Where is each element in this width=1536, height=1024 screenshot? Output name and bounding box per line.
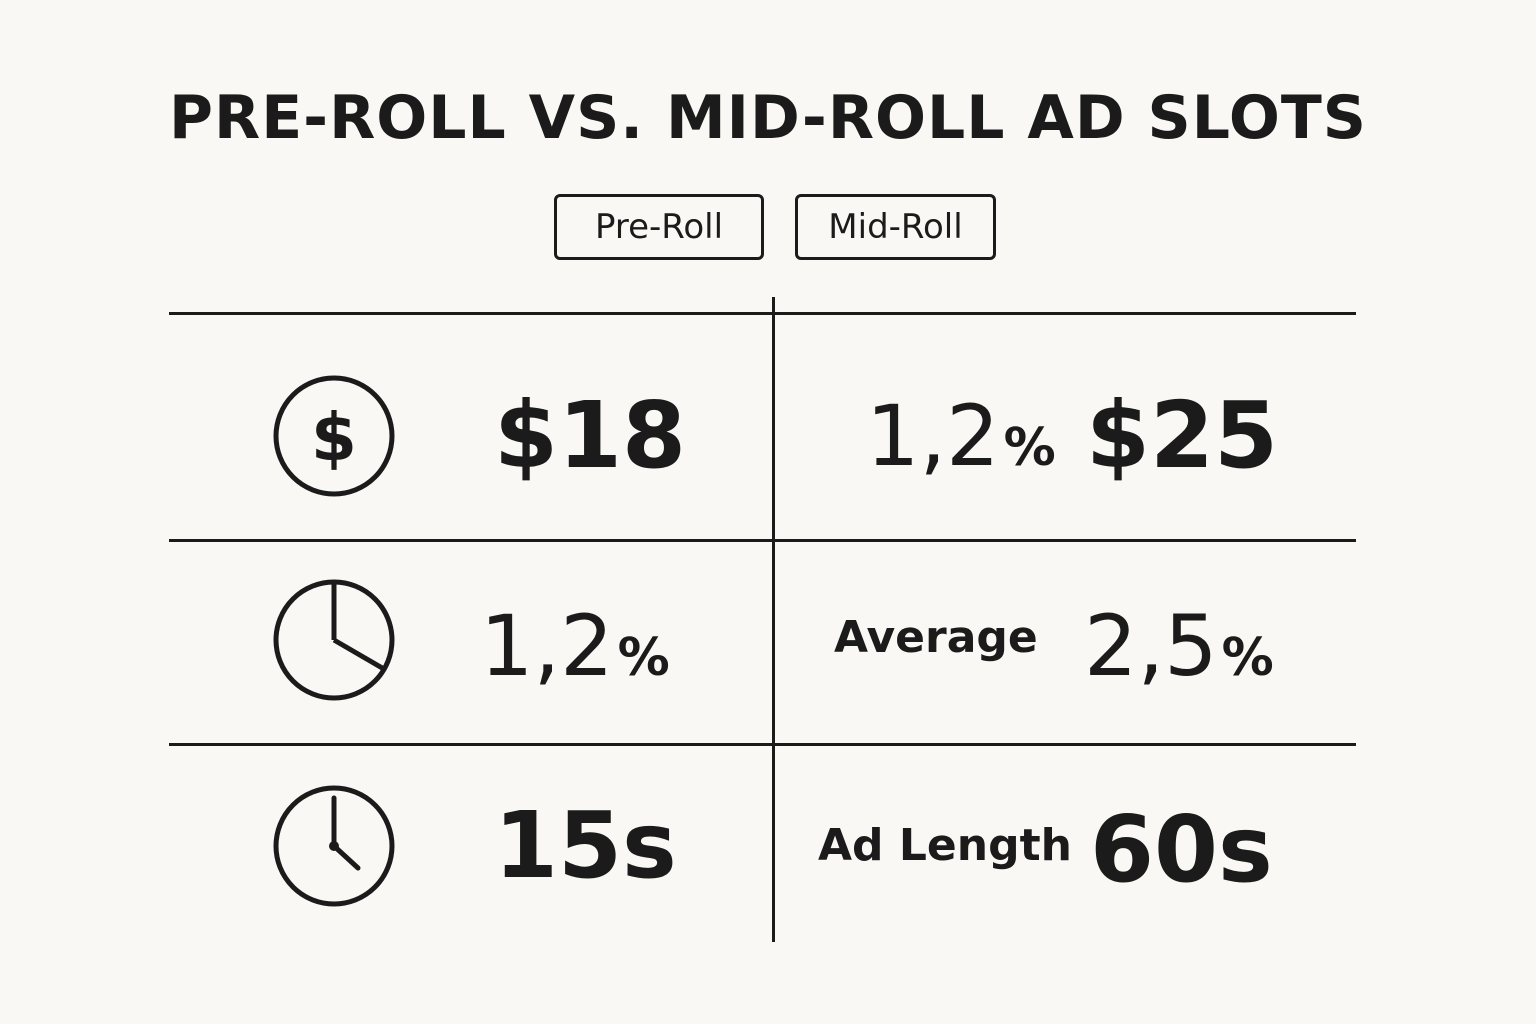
- column-divider: [772, 297, 775, 942]
- dollar-icon: $: [270, 372, 398, 500]
- mid-roll-average-unit: %: [1221, 628, 1274, 688]
- pre-roll-rate: 1,2%: [480, 604, 670, 688]
- pre-roll-cpm-value: $18: [494, 382, 687, 489]
- pre-roll-rate-number: 1,2: [480, 597, 614, 695]
- row-divider-2: [169, 743, 1356, 746]
- mid-roll-average-rate: 2,5%: [1084, 604, 1274, 688]
- average-label: Average: [834, 612, 1038, 663]
- mid-roll-rate: 1,2%: [866, 394, 1056, 478]
- pre-roll-tab[interactable]: Pre-Roll: [554, 194, 764, 260]
- mid-roll-cpm-value: $25: [1086, 382, 1279, 489]
- row-divider-1: [169, 539, 1356, 542]
- page-title: PRE-ROLL VS. MID-ROLL AD SLOTS: [169, 83, 1367, 153]
- mid-roll-ad-length-value: 60s: [1090, 796, 1273, 903]
- pre-roll-rate-unit: %: [617, 628, 670, 688]
- mid-roll-average-number: 2,5: [1084, 597, 1218, 695]
- table-top-divider: [169, 312, 1356, 315]
- mid-roll-rate-unit: %: [1003, 418, 1056, 478]
- ad-length-label: Ad Length: [818, 820, 1072, 871]
- svg-text:$: $: [311, 399, 357, 476]
- pre-roll-ad-length-value: 15s: [494, 792, 677, 899]
- mid-roll-tab[interactable]: Mid-Roll: [795, 194, 996, 260]
- pie-chart-icon: [270, 576, 398, 704]
- clock-icon: [270, 782, 398, 910]
- mid-roll-rate-number: 1,2: [866, 387, 1000, 485]
